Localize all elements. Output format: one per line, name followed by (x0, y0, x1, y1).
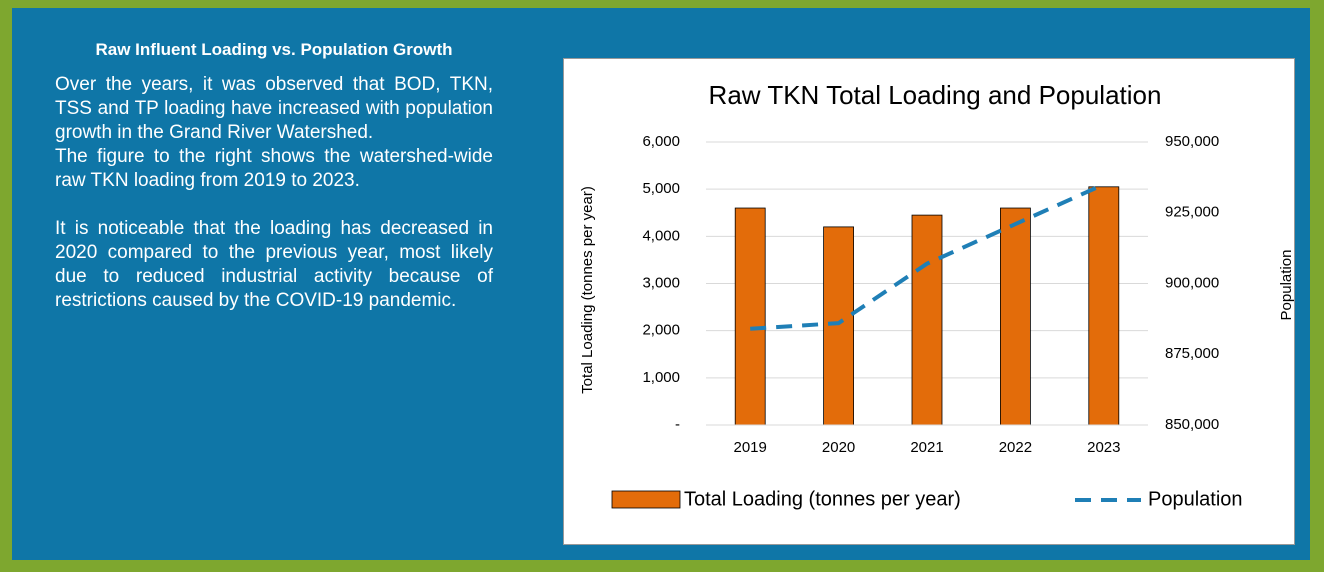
x-tick-label: 2022 (999, 439, 1032, 456)
line (750, 182, 1105, 331)
chart: Raw TKN Total Loading and Population Tot… (563, 58, 1295, 545)
chart-title: Raw TKN Total Loading and Population (709, 80, 1162, 110)
y2-axis-label: Population (1278, 250, 1295, 321)
panel-title: Raw Influent Loading vs. Population Grow… (95, 40, 453, 59)
y-tick-label: 5,000 (642, 180, 680, 197)
legend-label: Population (1148, 488, 1243, 510)
y-tick-label: - (675, 416, 680, 433)
y-axis-label: Total Loading (tonnes per year) (579, 186, 596, 394)
y2-tick-label: 875,000 (1165, 345, 1219, 362)
bar (1088, 186, 1120, 426)
y-tick-label: 4,000 (642, 227, 680, 244)
y2-tick-label: 925,000 (1165, 204, 1219, 221)
y2-tick-label: 900,000 (1165, 274, 1219, 291)
bar (734, 207, 766, 426)
x-tick-label: 2023 (1087, 439, 1120, 456)
legend-swatch (611, 490, 681, 509)
y-tick-label: 1,000 (642, 369, 680, 386)
x-tick-label: 2021 (910, 439, 943, 456)
x-tick-label: 2020 (822, 439, 855, 456)
bar (1000, 207, 1031, 426)
bar (823, 226, 854, 426)
text-panel: Raw Influent Loading vs. Population Grow… (55, 38, 493, 313)
y2-tick-label: 850,000 (1165, 416, 1219, 433)
y-tick-label: 6,000 (642, 133, 680, 150)
y2-tick-label: 950,000 (1165, 133, 1219, 150)
bar (911, 214, 943, 426)
x-tick-label: 2019 (734, 439, 767, 456)
legend-label: Total Loading (tonnes per year) (684, 488, 961, 510)
paragraph: The figure to the right shows the waters… (55, 146, 493, 191)
paragraph: It is noticeable that the loading has de… (55, 218, 493, 311)
y-tick-label: 3,000 (642, 274, 680, 291)
paragraph: Over the years, it was observed that BOD… (55, 74, 493, 143)
y-tick-label: 2,000 (642, 322, 680, 339)
